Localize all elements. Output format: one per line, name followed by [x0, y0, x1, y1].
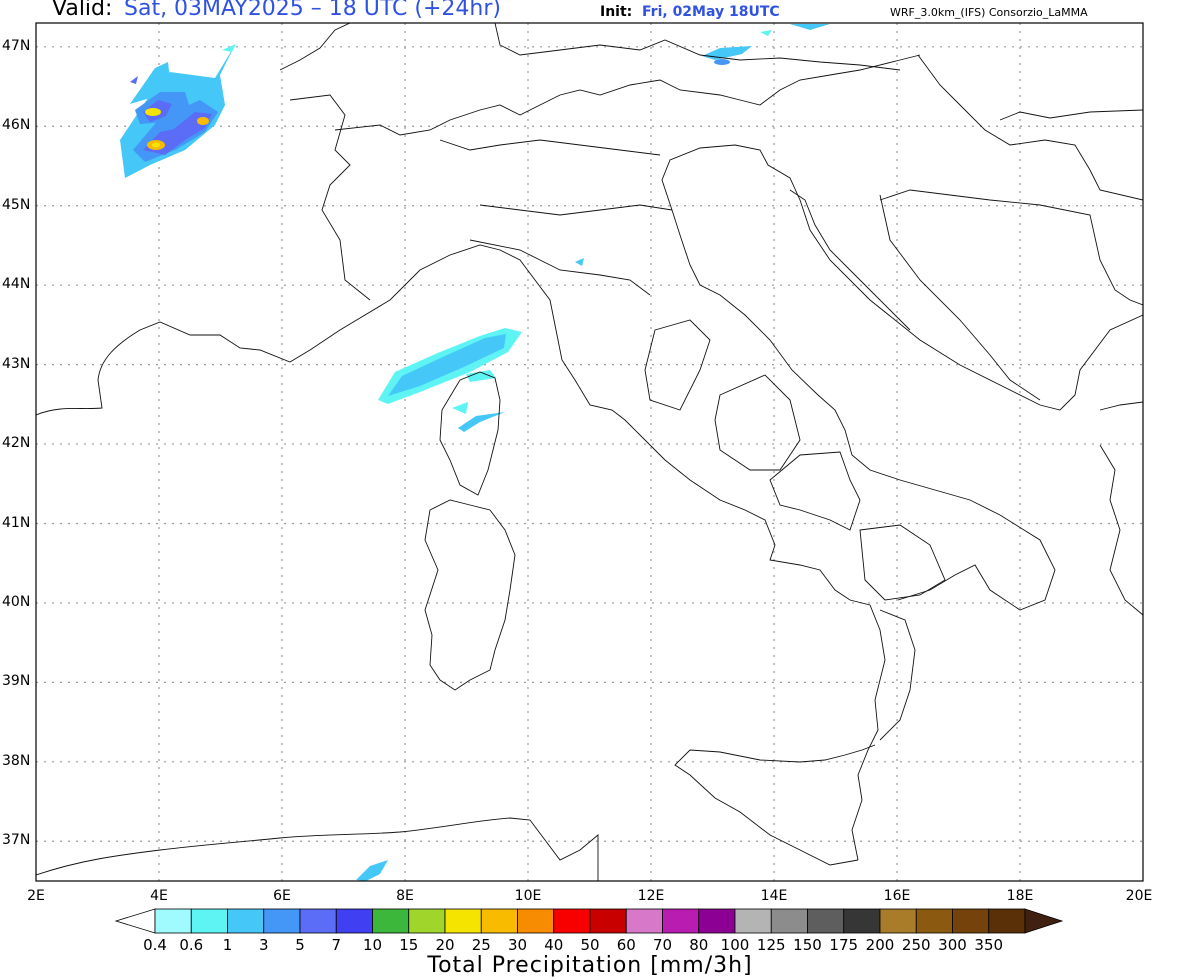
colorbar-box — [372, 908, 410, 934]
lat-label: 40N — [2, 593, 31, 610]
colorbar-level-label: 30 — [507, 936, 528, 954]
colorbar-level-label: 300 — [938, 936, 967, 954]
colorbar-box — [988, 908, 1026, 934]
lat-label: 39N — [2, 673, 31, 690]
lat-label: 45N — [2, 196, 31, 213]
lon-label: 18E — [1006, 888, 1034, 904]
colorbar-box — [589, 908, 627, 934]
lon-label: 12E — [637, 888, 665, 904]
lon-label: 14E — [760, 888, 788, 904]
colorbar-box — [734, 908, 772, 934]
colorbar-level-label: 40 — [544, 936, 564, 954]
precip-cell-nw — [120, 44, 236, 178]
colorbar-box — [553, 908, 591, 934]
colorbar-level-label: 250 — [901, 936, 931, 954]
colorbar-box — [698, 908, 736, 934]
colorbar-box — [879, 908, 917, 934]
precip-cell-south — [356, 860, 388, 881]
map-background — [36, 23, 1143, 881]
lon-label: 10E — [514, 888, 542, 904]
colorbar-level-label: 15 — [399, 936, 419, 954]
lat-label: 37N — [2, 832, 31, 849]
colorbar-box — [190, 908, 228, 934]
colorbar-box — [517, 908, 555, 934]
lon-label: 20E — [1125, 888, 1153, 904]
lat-label: 47N — [2, 37, 31, 54]
colorbar-level-label: 100 — [720, 936, 750, 954]
colorbar-level-label: 70 — [652, 936, 673, 954]
colorbar-box — [335, 908, 373, 934]
colorbar-level-label: 0.4 — [143, 936, 167, 954]
lat-label: 38N — [2, 752, 31, 769]
init-time: Fri, 02May 18UTC — [642, 4, 780, 20]
graticule — [36, 23, 1143, 881]
lon-label: 16E — [883, 888, 911, 904]
colorbar — [114, 908, 1064, 934]
lat-label: 46N — [2, 117, 31, 134]
map-frame — [35, 22, 1144, 882]
colorbar-box — [915, 908, 953, 934]
precip-cell-ligurian — [378, 258, 584, 432]
colorbar-box — [625, 908, 663, 934]
lon-label: 6E — [273, 888, 291, 904]
colorbar-level-label: 80 — [689, 936, 709, 954]
colorbar-box — [444, 908, 482, 934]
colorbar-level-label: 25 — [471, 936, 491, 954]
colorbar-box — [154, 908, 192, 934]
lon-label: 2E — [27, 888, 45, 904]
init-label: Init: — [600, 4, 633, 20]
colorbar-box — [299, 908, 337, 934]
colorbar-box — [263, 908, 301, 934]
lon-label: 4E — [150, 888, 168, 904]
colorbar-box — [480, 908, 518, 934]
colorbar-box — [770, 908, 808, 934]
colorbar-under-triangle — [114, 908, 156, 934]
lat-label: 44N — [2, 276, 31, 293]
colorbar-level-label: 3 — [258, 936, 269, 954]
colorbar-box — [408, 908, 446, 934]
lat-label: 43N — [2, 355, 31, 372]
valid-time: Sat, 03MAY2025 – 18 UTC (+24hr) — [124, 0, 501, 21]
colorbar-over-triangle — [1024, 908, 1064, 934]
model-credit: WRF_3.0km_(IFS) Consorzio_LaMMA — [890, 6, 1088, 19]
colorbar-level-label: 7 — [331, 936, 342, 954]
colorbar-box — [807, 908, 845, 934]
coastlines-borders — [36, 23, 1143, 881]
colorbar-box — [227, 908, 265, 934]
lat-label: 42N — [2, 435, 31, 452]
colorbar-level-label: 5 — [295, 936, 305, 954]
colorbar-box — [843, 908, 881, 934]
colorbar-level-label: 150 — [793, 936, 822, 954]
colorbar-level-label: 50 — [580, 936, 600, 954]
colorbar-level-label: 200 — [865, 936, 895, 954]
lon-label: 8E — [396, 888, 414, 904]
colorbar-level-label: 0.6 — [179, 936, 204, 954]
colorbar-level-label: 1 — [222, 936, 233, 954]
colorbar-level-label: 350 — [974, 936, 1004, 954]
colorbar-title: Total Precipitation [mm/3h] — [427, 953, 753, 978]
colorbar-box — [662, 908, 700, 934]
colorbar-level-label: 10 — [362, 936, 383, 954]
lat-label: 41N — [2, 514, 31, 531]
colorbar-level-label: 20 — [435, 936, 455, 954]
colorbar-level-label: 60 — [616, 936, 636, 954]
colorbar-box — [952, 908, 990, 934]
valid-label: Valid: — [52, 0, 113, 21]
colorbar-level-label: 125 — [756, 936, 786, 954]
colorbar-level-label: 175 — [829, 936, 859, 954]
precip-fields — [36, 23, 1143, 881]
